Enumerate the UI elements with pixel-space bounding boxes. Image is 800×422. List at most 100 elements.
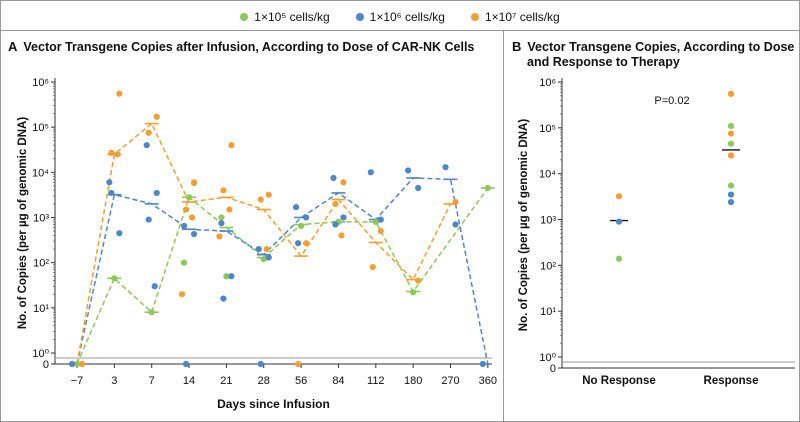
- panel-a-data-point: [145, 129, 152, 136]
- panel-a-data-point: [153, 189, 160, 197]
- panel-b-y-tick-label: 10²: [540, 260, 556, 272]
- panel-a-data-point: [303, 240, 310, 247]
- panel-a-data-point: [216, 233, 223, 240]
- panel-a-x-tick-label: 3: [111, 375, 117, 387]
- panel-b-data-point: [727, 122, 735, 130]
- panel-a-x-tick-label: 21: [220, 375, 232, 387]
- panel-a-data-point: [293, 203, 300, 211]
- panel-b-y-tick-label: 0: [550, 363, 556, 375]
- panel-b-data-point: [615, 218, 623, 225]
- panel-b-data-point: [727, 191, 735, 198]
- panel-a-y-tick-label: 10⁵: [32, 122, 49, 134]
- panel-a-x-tick-label: 28: [258, 375, 270, 387]
- legend-label-mid-dose: 1×10⁶ cells/kg: [369, 10, 445, 24]
- panel-a-data-point: [188, 214, 196, 221]
- panel-a-x-tick-label: 84: [332, 375, 344, 387]
- panel-a-data-point: [452, 221, 459, 228]
- panel-b-data-point: [727, 182, 735, 189]
- legend-label-low-dose: 1×10⁵ cells/kg: [254, 10, 330, 24]
- panel-a-data-point: [180, 222, 188, 230]
- panel-a-data-point: [479, 360, 486, 368]
- panel-b-data-point: [727, 130, 735, 137]
- panel-b-x-tick-label: Response: [704, 375, 759, 387]
- panel-a-data-point: [257, 360, 264, 368]
- panel-a-data-point: [263, 245, 270, 253]
- legend-swatch-low-dose: [240, 13, 249, 21]
- panel-a-data-point: [303, 214, 310, 221]
- panel-a-y-tick-label: 10⁰: [32, 348, 49, 360]
- panel-b-data-point: [727, 152, 735, 159]
- panel-a-data-point: [111, 275, 118, 282]
- panel-b-data-point: [615, 255, 623, 262]
- panel-a-data-point: [153, 113, 160, 120]
- panel-a-median-line: [76, 187, 489, 365]
- panel-a-y-tick-label: 10⁴: [32, 167, 49, 179]
- panel-a-data-point: [340, 214, 347, 221]
- panel-a-x-tick-label: 56: [295, 375, 307, 387]
- panel-a-data-point: [220, 187, 227, 194]
- panel-a-y-tick-label: 10¹: [33, 303, 49, 315]
- panel-a-data-point: [106, 179, 113, 186]
- panel-a-data-point: [228, 273, 235, 280]
- panel-a-data-point: [367, 169, 374, 176]
- panel-b-data-point: [727, 198, 735, 206]
- panel-a-data-point: [484, 184, 491, 192]
- panel-a-x-tick-label: 14: [183, 375, 195, 387]
- panel-a-data-point: [226, 206, 233, 213]
- legend-item-high-dose: 1×10⁷ cells/kg: [470, 10, 560, 24]
- panel-a-data-point: [148, 309, 155, 316]
- panel-b-x-tick-label: No Response: [582, 375, 656, 387]
- panel-a-data-point: [182, 360, 190, 368]
- panel-a-median-line: [76, 122, 452, 365]
- panel-b-y-axis-label: No. of Copies (per µg of genomic DNA): [518, 119, 530, 332]
- panel-a-data-point: [108, 149, 115, 156]
- panel-a-data-point: [442, 164, 449, 171]
- panel-a-data-point: [415, 184, 422, 192]
- legend-swatch-mid-dose: [355, 13, 364, 21]
- panel-b-y-tick-label: 10³: [540, 215, 556, 227]
- panel-a-data-point: [190, 230, 198, 238]
- panel-a-data-point: [295, 360, 302, 368]
- panel-a-letter: A: [8, 39, 18, 54]
- panel-a-data-point: [298, 222, 305, 230]
- panel-a-data-point: [260, 255, 267, 263]
- panel-a-data-point: [73, 360, 81, 368]
- panel-b-y-tick-label: 10⁵: [539, 123, 556, 135]
- panel-a-data-point: [377, 227, 384, 235]
- panel-a-data-point: [257, 196, 264, 203]
- panel-a-data-point: [116, 230, 123, 237]
- panel-divider: [503, 30, 504, 422]
- panel-a-data-point: [220, 295, 227, 302]
- panel-a-data-point: [452, 198, 459, 206]
- panel-a-y-tick-label: 10³: [33, 213, 49, 225]
- panel-a-data-point: [218, 220, 225, 227]
- panel-a-data-point: [377, 216, 384, 223]
- panel-a-y-axis-label: No. of Copies (per µg of genomic DNA): [17, 117, 29, 330]
- panel-a-data-point: [340, 179, 347, 186]
- panel-b-y-tick-label: 10⁶: [539, 77, 556, 89]
- panel-a-data-point: [178, 291, 186, 298]
- panel-b-y-tick-label: 10⁰: [539, 352, 556, 364]
- panel-a-data-point: [78, 360, 86, 368]
- panel-b-title-line1: Vector Transgene Copies, According to Do…: [527, 40, 795, 54]
- panel-b-data-point: [727, 90, 735, 98]
- panel-a-data-point: [265, 254, 272, 261]
- panel-a-data-point: [265, 191, 272, 198]
- panel-a-data-point: [190, 179, 198, 186]
- legend-swatch-high-dose: [470, 13, 479, 21]
- panel-a-data-point: [116, 90, 123, 97]
- panel-a-x-tick-label: 270: [441, 375, 459, 387]
- panel-b-title-line2: and Response to Therapy: [527, 55, 680, 69]
- panel-a-x-axis-label: Days since Infusion: [217, 397, 330, 411]
- panel-a-data-point: [114, 151, 121, 158]
- panel-a-data-point: [228, 142, 235, 149]
- panel-a-y-tick-label: 10²: [33, 258, 49, 270]
- panel-b-letter: B: [512, 39, 522, 54]
- panel-a-data-point: [145, 216, 152, 223]
- panel-a-data-point: [405, 167, 412, 174]
- panel-a-data-point: [223, 273, 230, 280]
- legend-item-mid-dose: 1×10⁶ cells/kg: [355, 10, 445, 24]
- legend-divider: [0, 30, 800, 31]
- panel-a-y-tick-label: 0: [43, 359, 49, 371]
